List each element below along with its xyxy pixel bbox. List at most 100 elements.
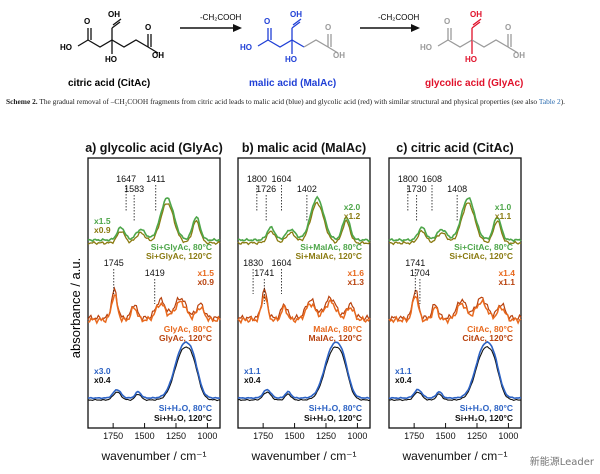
x-tick-label-1-3: 1000 [347, 431, 367, 441]
spectrum-bot-80-1 [237, 341, 371, 400]
reaction-arrow-1 [180, 24, 242, 32]
watermark: 新能源Leader [529, 457, 594, 468]
scale-bot-b-1: x0.4 [244, 375, 261, 385]
x-tick-label-0-1: 1500 [135, 431, 155, 441]
x-tick-label-0-3: 1000 [197, 431, 217, 441]
peak-label-mid-1-2: 1604 [271, 258, 291, 268]
x-tick-label-2-1: 1500 [436, 431, 456, 441]
x-axis-label-1: wavenumber / cm⁻¹ [250, 449, 356, 463]
spectrum-mid-80-2 [388, 295, 522, 325]
peak-label-top-0-1: 1583 [124, 184, 144, 194]
spectrum-top-80-1 [237, 195, 371, 243]
scale-bot-b-2: x0.4 [395, 375, 412, 385]
scale-top-b-0: x0.9 [94, 225, 111, 235]
panel-frame-2 [388, 157, 522, 429]
spectrum-bot-80-2 [388, 340, 522, 400]
reaction-scheme: OH HO OH HO O O citric acid (CitAc) -CH₂… [60, 10, 525, 89]
glycolic-ho-bottom: HO [465, 55, 477, 64]
spectrum-top-120-1 [237, 201, 371, 246]
peak-label-mid-0-1: 1419 [145, 268, 165, 278]
series-label-bot-120-2: Si+H₂O, 120°C [455, 413, 513, 423]
spectrum-top-80-2 [388, 196, 522, 243]
scale-bot-a-2: x1.1 [395, 366, 412, 376]
panel-title-1: b) malic acid (MalAc) [242, 141, 366, 155]
peak-label-top-2-0: 1800 [398, 174, 418, 184]
caption-table-link[interactable]: Table 2 [538, 97, 561, 106]
malic-oh-right: OH [333, 51, 345, 60]
scale-bot-a-1: x1.1 [244, 366, 261, 376]
caption-label: Scheme 2. [6, 97, 38, 106]
series-label-bot-80-0: Si+H₂O, 80°C [159, 403, 212, 413]
series-label-top-80-2: Si+CitAc, 80°C [454, 242, 513, 252]
glycolic-oh-top: OH [470, 10, 482, 19]
spectrum-mid-120-2 [388, 289, 522, 323]
citric-ho-left: HO [60, 43, 72, 52]
spectrum-top-120-0 [87, 203, 221, 246]
scale-bot-a-0: x3.0 [94, 366, 111, 376]
series-label-mid-80-1: MalAc, 80°C [313, 324, 362, 334]
x-tick-label-2-0: 1750 [404, 431, 424, 441]
peak-label-mid-2-0: 1741 [405, 258, 425, 268]
peak-label-mid-2-1: 1704 [410, 268, 430, 278]
x-tick-label-1-2: 1250 [316, 431, 336, 441]
scale-mid-a-2: x1.4 [498, 268, 515, 278]
arrow-label-2: -CH₂COOH [378, 13, 420, 22]
spectrum-top-120-2 [388, 202, 522, 246]
scale-top-b-1: x1.2 [344, 211, 361, 221]
peak-label-top-2-3: 1408 [447, 184, 467, 194]
spectrum-bot-80-0 [88, 341, 221, 400]
x-tick-label-0-2: 1250 [166, 431, 186, 441]
x-tick-label-1-0: 1750 [253, 431, 273, 441]
reaction-arrow-2 [360, 24, 420, 32]
series-label-top-120-0: Si+GlyAc, 120°C [146, 251, 212, 261]
peak-label-top-1-1: 1726 [256, 184, 276, 194]
peak-label-mid-1-1: 1741 [254, 268, 274, 278]
spectrum-top-80-0 [87, 197, 221, 243]
series-label-top-120-2: Si+CitAc, 120°C [449, 251, 513, 261]
compound-name-glycolic: glycolic acid (GlyAc) [425, 78, 523, 89]
series-label-mid-120-2: CitAc, 120°C [462, 333, 513, 343]
glycolic-oh-right: OH [513, 51, 525, 60]
x-tick-label-0-0: 1750 [103, 431, 123, 441]
peak-label-top-0-2: 1411 [146, 174, 165, 184]
panel-frame-0 [87, 157, 221, 429]
malic-acid-structure [257, 18, 339, 54]
scale-mid-b-1: x1.3 [347, 277, 364, 287]
x-tick-label-1-1: 1500 [285, 431, 305, 441]
caption-end: ). [560, 97, 565, 106]
citric-o-left: O [84, 17, 90, 26]
series-label-bot-80-1: Si+H₂O, 80°C [309, 403, 362, 413]
citric-oh-right: OH [152, 51, 164, 60]
peak-label-top-1-0: 1800 [247, 174, 267, 184]
scale-mid-b-2: x1.1 [498, 277, 515, 287]
series-label-mid-80-2: CitAc, 80°C [467, 324, 513, 334]
peak-label-mid-0-0: 1745 [104, 258, 124, 268]
x-tick-label-2-2: 1250 [467, 431, 487, 441]
caption-text: The gradual removal of –CH₂COOH fragment… [37, 97, 539, 106]
y-axis-label: absorbance / a.u. [68, 258, 83, 358]
citric-ho-bottom: HO [105, 55, 117, 64]
scale-top-a-1: x2.0 [344, 202, 361, 212]
peak-label-top-2-1: 1730 [407, 184, 427, 194]
series-label-top-80-0: Si+GlyAc, 80°C [151, 242, 212, 252]
spectrum-mid-80-1 [237, 294, 371, 325]
series-label-mid-120-0: GlyAc, 120°C [159, 333, 212, 343]
scale-mid-a-0: x1.5 [197, 268, 214, 278]
malic-o-left: O [264, 17, 270, 26]
x-axis-label-0: wavenumber / cm⁻¹ [100, 449, 206, 463]
citric-acid-structure [77, 18, 159, 54]
x-tick-label-2-3: 1000 [498, 431, 518, 441]
compound-name-citric: citric acid (CitAc) [68, 78, 150, 89]
malic-ho-left: HO [240, 43, 252, 52]
peak-label-top-2-2: 1608 [422, 174, 442, 184]
series-label-mid-120-1: MalAc, 120°C [309, 333, 362, 343]
malic-o-right: O [325, 23, 331, 32]
panel-frame-1 [237, 157, 371, 429]
series-label-bot-120-0: Si+H₂O, 120°C [154, 413, 212, 423]
scheme-caption: Scheme 2. The gradual removal of –CH₂COO… [6, 97, 594, 107]
peak-label-top-1-3: 1402 [297, 184, 317, 194]
glycolic-acid-structure [437, 18, 519, 54]
arrow-label-1: -CH₂COOH [200, 13, 242, 22]
series-label-top-120-1: Si+MalAc, 120°C [296, 251, 362, 261]
scale-top-a-2: x1.0 [495, 202, 512, 212]
